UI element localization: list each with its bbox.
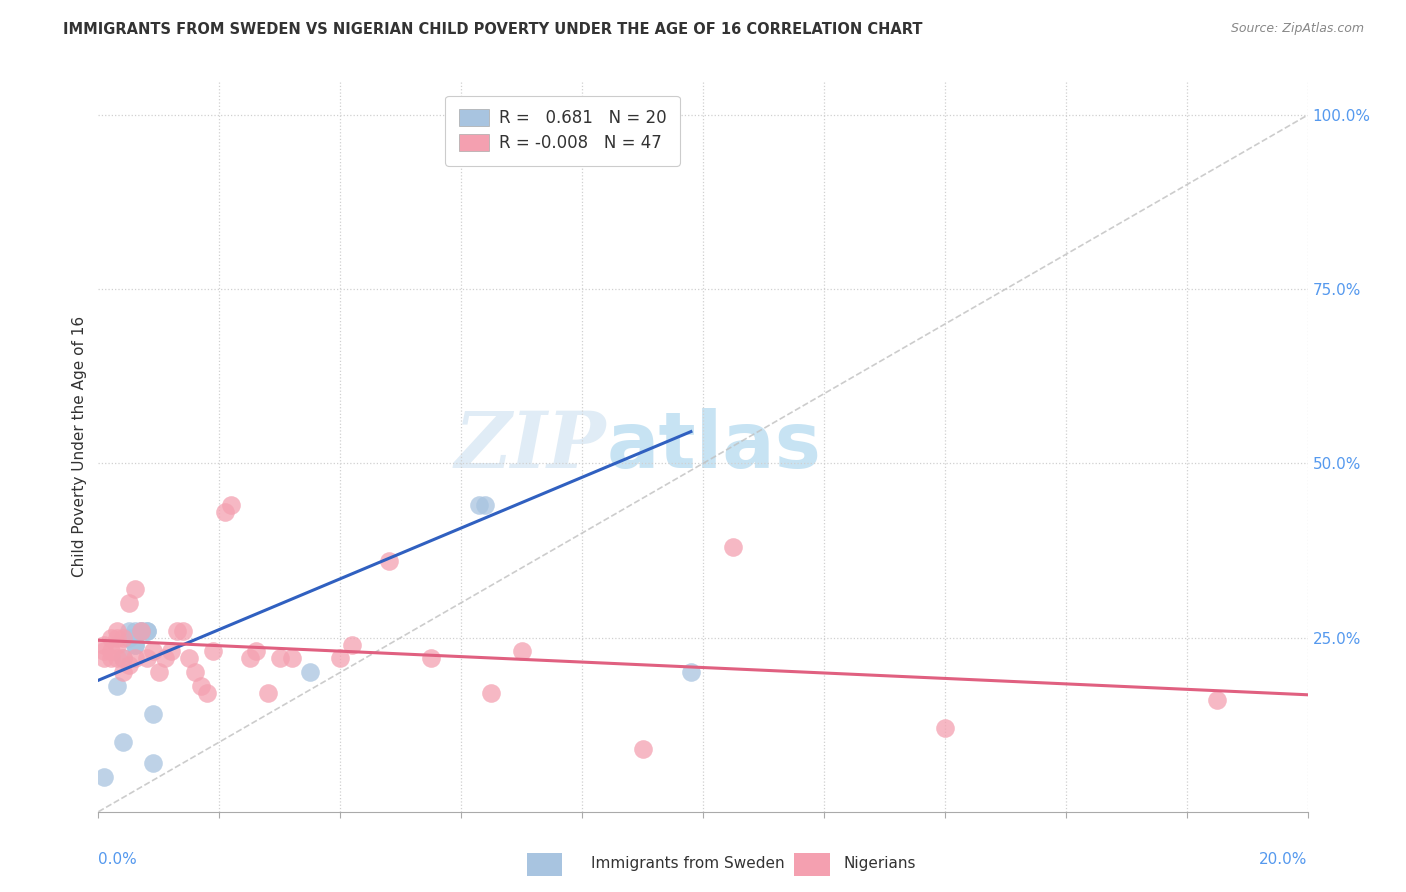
Point — [142, 644, 165, 658]
Y-axis label: Child Poverty Under the Age of 16: Child Poverty Under the Age of 16 — [72, 316, 87, 576]
Point — [135, 624, 157, 638]
Point — [111, 665, 134, 680]
Point — [93, 638, 115, 652]
Point — [148, 665, 170, 680]
Point — [481, 686, 503, 700]
Text: 20.0%: 20.0% — [1260, 852, 1308, 867]
Point — [111, 651, 134, 665]
Point — [105, 679, 128, 693]
Point — [93, 644, 115, 658]
Point — [105, 638, 128, 652]
Text: Source: ZipAtlas.com: Source: ZipAtlas.com — [1230, 22, 1364, 36]
Point — [105, 651, 128, 665]
Point — [135, 624, 157, 638]
Point — [142, 707, 165, 722]
Point — [172, 624, 194, 638]
Point — [377, 554, 399, 568]
Point — [510, 644, 533, 658]
Point — [256, 686, 278, 700]
Point — [105, 624, 128, 638]
Point — [184, 665, 207, 680]
Point — [142, 756, 165, 770]
Point — [498, 136, 520, 150]
Text: 0.0%: 0.0% — [98, 852, 138, 867]
Point — [118, 631, 141, 645]
Point — [153, 651, 176, 665]
Point — [118, 596, 141, 610]
Point — [239, 651, 262, 665]
Point — [100, 644, 122, 658]
Text: ZIP: ZIP — [454, 408, 606, 484]
Point — [195, 686, 218, 700]
Point — [166, 624, 188, 638]
Point — [100, 631, 122, 645]
Point — [214, 505, 236, 519]
Point — [160, 644, 183, 658]
Point — [281, 651, 304, 665]
Point — [124, 638, 146, 652]
Legend: R =   0.681   N = 20, R = -0.008   N = 47: R = 0.681 N = 20, R = -0.008 N = 47 — [446, 96, 679, 166]
Point — [934, 721, 956, 735]
Text: Immigrants from Sweden: Immigrants from Sweden — [591, 856, 785, 871]
Point — [202, 644, 225, 658]
Point — [299, 665, 322, 680]
Point — [129, 624, 152, 638]
Point — [129, 624, 152, 638]
Point — [190, 679, 212, 693]
Point — [93, 651, 115, 665]
Point — [100, 651, 122, 665]
Point — [124, 638, 146, 652]
Point — [245, 644, 267, 658]
Point — [105, 631, 128, 645]
Point — [111, 735, 134, 749]
Point — [118, 624, 141, 638]
Point — [129, 624, 152, 638]
Point — [124, 624, 146, 638]
Point — [631, 742, 654, 756]
Point — [468, 498, 491, 512]
Point — [111, 651, 134, 665]
Text: IMMIGRANTS FROM SWEDEN VS NIGERIAN CHILD POVERTY UNDER THE AGE OF 16 CORRELATION: IMMIGRANTS FROM SWEDEN VS NIGERIAN CHILD… — [63, 22, 922, 37]
Text: Nigerians: Nigerians — [844, 856, 917, 871]
Point — [1206, 693, 1229, 707]
Point — [474, 498, 496, 512]
Point — [124, 582, 146, 596]
Point — [723, 540, 745, 554]
Point — [679, 665, 702, 680]
Point — [93, 770, 115, 784]
Point — [420, 651, 443, 665]
Point — [135, 651, 157, 665]
Point — [342, 638, 364, 652]
Point — [329, 651, 352, 665]
Point — [269, 651, 291, 665]
Point — [124, 651, 146, 665]
Text: atlas: atlas — [606, 408, 821, 484]
Point — [179, 651, 201, 665]
Point — [118, 658, 141, 673]
Point — [111, 631, 134, 645]
Point — [221, 498, 243, 512]
